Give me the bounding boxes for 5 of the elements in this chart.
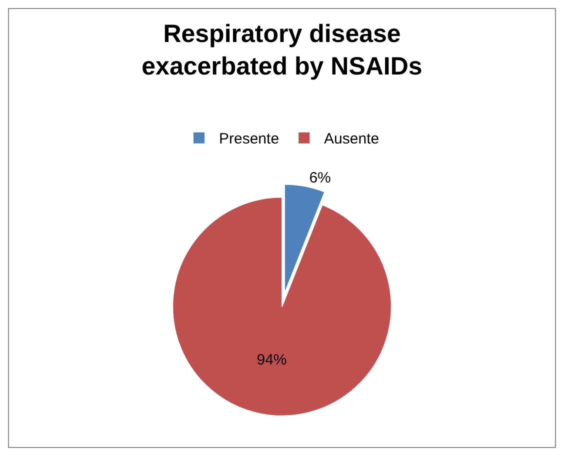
legend-label: Presente xyxy=(219,130,280,148)
chart-title: Respiratory disease exacerbated by NSAIDs xyxy=(142,20,422,80)
data-label: 6% xyxy=(309,169,331,186)
data-label: 94% xyxy=(256,352,287,369)
legend-label: Ausente xyxy=(324,130,380,148)
